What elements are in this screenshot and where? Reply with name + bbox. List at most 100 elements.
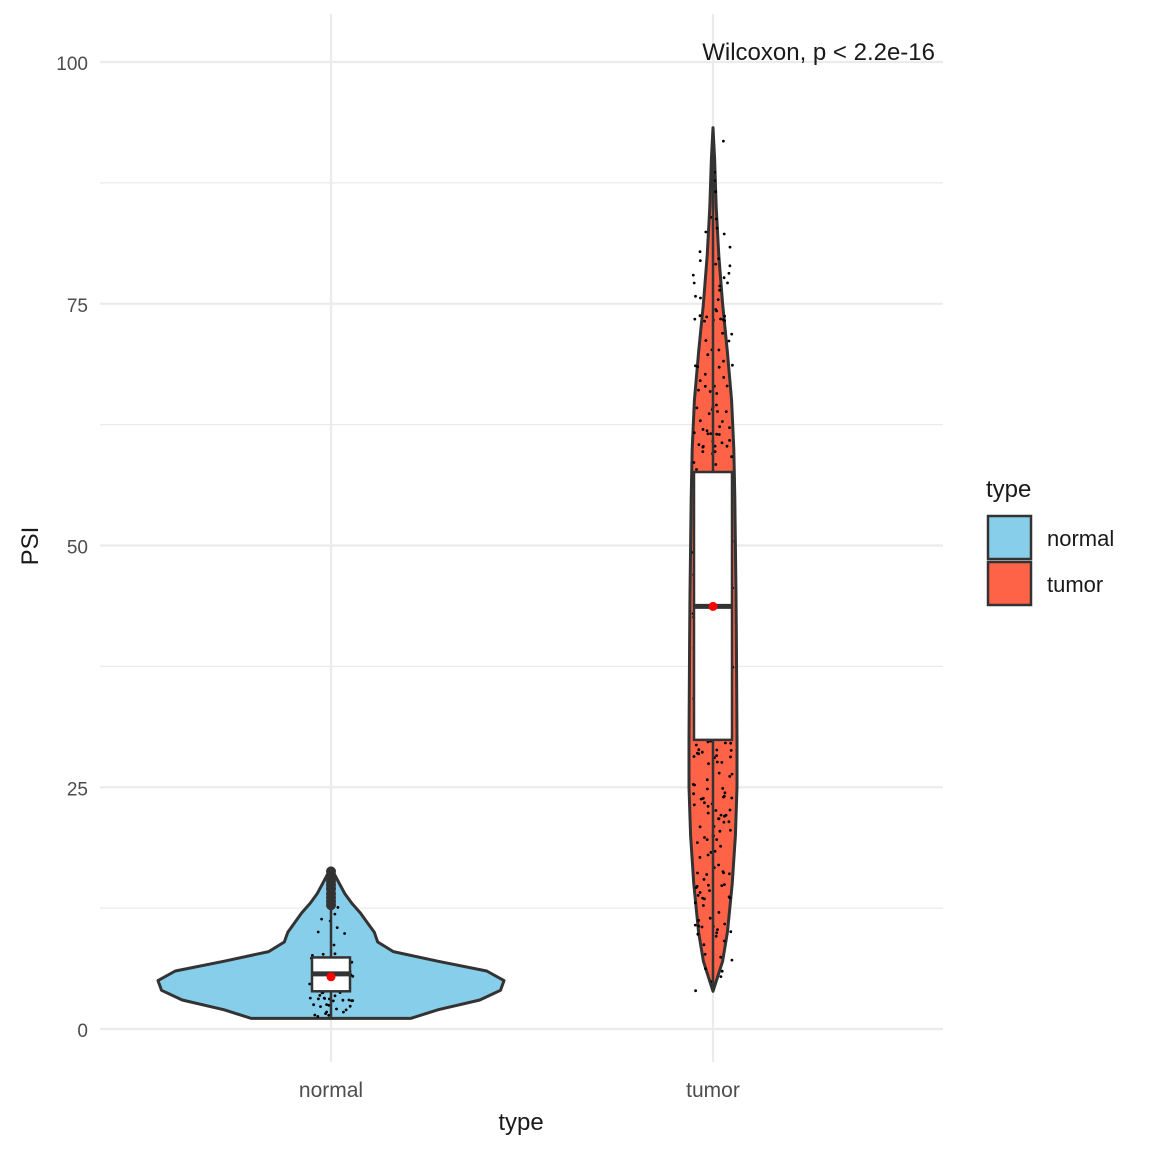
jitter-point: [717, 365, 721, 369]
jitter-point: [333, 952, 337, 956]
jitter-point: [698, 856, 702, 859]
jitter-point: [718, 425, 721, 428]
jitter-point: [313, 1013, 317, 1017]
y-tick-label-100: 100: [56, 54, 88, 75]
jitter-point: [714, 934, 718, 938]
jitter-point: [707, 412, 711, 415]
jitter-point: [719, 317, 722, 321]
jitter-point: [706, 432, 710, 436]
jitter-point: [706, 787, 709, 791]
jitter-point: [730, 332, 734, 336]
jitter-point: [342, 1010, 345, 1014]
jitter-point: [308, 996, 312, 1000]
jitter-point: [694, 364, 697, 368]
jitter-point: [717, 863, 720, 867]
jitter-point: [729, 749, 733, 752]
jitter-point: [332, 943, 336, 947]
jitter-point: [697, 924, 701, 928]
jitter-point: [731, 363, 734, 367]
jitter-point: [722, 820, 726, 824]
jitter-point: [703, 372, 707, 376]
jitter-point: [722, 276, 726, 280]
jitter-point: [336, 906, 340, 909]
jitter-point: [308, 982, 312, 986]
legend-title: type: [986, 476, 1031, 503]
jitter-point: [703, 836, 706, 839]
jitter-point: [333, 912, 337, 916]
jitter-point: [698, 825, 702, 829]
jitter-point: [723, 319, 726, 322]
jitter-point: [691, 273, 695, 277]
jitter-point: [348, 1004, 352, 1008]
jitter-point: [698, 259, 702, 262]
jitter-point: [698, 891, 702, 894]
jitter-point: [701, 428, 705, 431]
jitter-point: [704, 230, 708, 234]
jitter-point: [713, 444, 717, 448]
jitter-point: [729, 828, 732, 832]
jitter-point: [701, 445, 705, 448]
jitter-point: [699, 296, 702, 300]
jitter-point: [705, 838, 709, 841]
jitter-point: [708, 889, 711, 892]
jitter-point: [695, 406, 699, 410]
jitter-point: [705, 429, 709, 433]
jitter-point: [729, 930, 733, 934]
outlier-point: [326, 866, 336, 877]
jitter-point: [323, 997, 327, 1000]
jitter-point: [714, 190, 717, 194]
jitter-point: [728, 426, 731, 429]
jitter-point: [703, 319, 706, 323]
y-tick-label-25: 25: [67, 779, 88, 800]
axes: 0 25 50 75 100 normal tumor: [56, 54, 740, 1102]
jitter-point: [730, 958, 734, 962]
x-tick-label-normal: normal: [299, 1079, 363, 1102]
jitter-point: [716, 928, 719, 931]
jitter-point: [698, 314, 702, 318]
jitter-point: [730, 455, 733, 459]
jitter-point: [714, 262, 718, 266]
jitter-point: [721, 787, 725, 790]
violins: [156, 126, 739, 1020]
jitter-point: [325, 1003, 328, 1006]
jitter-point: [722, 939, 726, 943]
jitter-point: [725, 384, 729, 388]
jitter-point: [717, 817, 721, 821]
jitter-point: [728, 808, 732, 812]
jitter-point: [726, 281, 729, 285]
jitter-point: [715, 432, 719, 436]
jitter-point: [697, 919, 701, 922]
jitter-point: [718, 284, 722, 288]
jitter-point: [706, 804, 710, 808]
jitter-point: [694, 294, 697, 298]
jitter-point: [347, 998, 351, 1002]
jitter-point: [317, 997, 320, 1001]
jitter-point: [351, 999, 355, 1002]
jitter-point: [716, 410, 719, 413]
jitter-point: [720, 761, 724, 764]
mean-point-normal: [326, 972, 336, 982]
y-axis-label: PSI: [17, 527, 44, 566]
jitter-point: [715, 226, 719, 230]
jitter-point: [703, 897, 706, 901]
jitter-point: [715, 309, 718, 313]
jitter-point: [727, 339, 731, 343]
jitter-point: [728, 896, 732, 900]
jitter-point: [715, 754, 718, 757]
jitter-point: [696, 871, 699, 875]
x-axis-label: type: [498, 1109, 543, 1136]
jitter-point: [720, 884, 724, 887]
jitter-point: [730, 796, 734, 800]
jitter-point: [335, 926, 339, 929]
legend: type normal tumor: [986, 476, 1114, 607]
y-tick-label-50: 50: [67, 538, 88, 559]
jitter-point: [694, 886, 698, 889]
jitter-point: [318, 994, 322, 997]
jitter-point: [723, 814, 726, 818]
jitter-point: [692, 461, 696, 464]
jitter-point: [720, 969, 724, 973]
jitter-point: [714, 217, 718, 221]
jitter-point: [708, 390, 712, 393]
jitter-point: [692, 803, 696, 807]
